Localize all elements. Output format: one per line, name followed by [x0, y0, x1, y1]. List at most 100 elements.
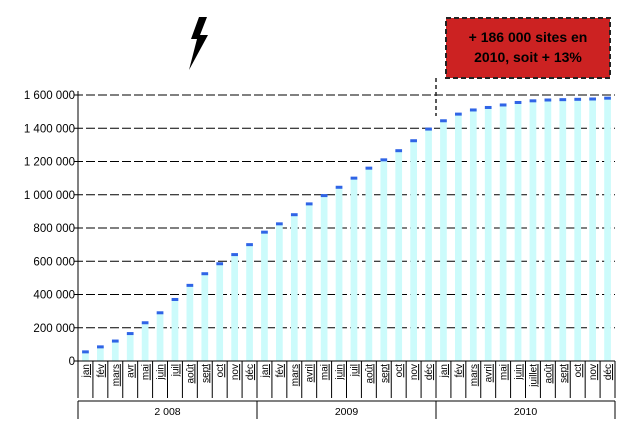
- bar-top-1: [82, 350, 89, 354]
- bar-34: [574, 99, 582, 361]
- bar-top-16: [305, 202, 313, 206]
- x-tick-label: sept: [379, 364, 390, 383]
- y-tick-label: 800 000: [33, 223, 75, 235]
- bar-29: [499, 104, 507, 361]
- x-tick-label: mars: [469, 364, 480, 386]
- bar-top-28: [484, 105, 492, 109]
- x-tick-label: mars: [111, 364, 122, 386]
- bar-top-11: [231, 253, 238, 257]
- bar-35: [589, 98, 596, 362]
- y-tick-labels: 0 200 000 400 000 600 000 800 000 1 000 000 1 …: [24, 90, 75, 368]
- bar-top-3: [111, 339, 119, 343]
- bar-4: [126, 333, 134, 361]
- bar-8: [186, 285, 194, 361]
- bar-15: [290, 214, 298, 361]
- x-tick-label: oct: [215, 364, 226, 378]
- bar-top-9: [201, 272, 209, 276]
- y-tick-label: 1 600 000: [24, 90, 75, 102]
- x-tick-label: fév: [454, 364, 465, 377]
- bar-top-5: [141, 321, 149, 325]
- bar-25: [440, 120, 447, 362]
- bar-top-4: [126, 332, 134, 336]
- bar-19: [350, 178, 358, 362]
- x-tick-label: oct: [573, 364, 584, 378]
- bar-14: [276, 223, 283, 361]
- bars: [82, 96, 611, 362]
- bar-26: [455, 114, 462, 362]
- bar-top-19: [350, 176, 358, 180]
- bar-top-6: [156, 311, 164, 315]
- callout: + 186 000 sites en 2010, soit + 13%: [435, 17, 611, 116]
- x-tick-label: jan: [439, 364, 450, 378]
- bar-5: [141, 322, 149, 361]
- x-tick-label: avril: [484, 364, 495, 382]
- x-tick-label: juillet: [528, 364, 539, 388]
- bar-top-31: [529, 99, 537, 103]
- bar-top-13: [261, 230, 268, 234]
- bar-top-18: [335, 185, 343, 189]
- bar-top-2: [97, 345, 104, 349]
- bar-top-10: [216, 262, 224, 266]
- bar-top-23: [410, 139, 417, 143]
- x-tick-label: août: [185, 364, 196, 384]
- bar-17: [320, 195, 328, 361]
- y-tick-label: 0: [69, 356, 75, 368]
- bar-9: [201, 273, 209, 361]
- bar-7: [171, 299, 179, 361]
- x-tick-label: nov: [588, 364, 599, 380]
- x-tick-label: avril: [305, 364, 316, 382]
- bar-top-7: [171, 297, 179, 301]
- bar-top-22: [395, 149, 403, 153]
- x-tick-label: jan: [260, 364, 271, 378]
- bar-13: [261, 232, 268, 361]
- x-tick-label: déc: [603, 364, 614, 380]
- y-tick-label: 1 000 000: [24, 190, 75, 202]
- x-tick-label: fév: [96, 364, 107, 377]
- bar-top-21: [380, 158, 388, 162]
- x-tick-label: oct: [394, 364, 405, 378]
- callout-box: [445, 17, 611, 79]
- bar-12: [246, 244, 253, 362]
- year-label: 2009: [335, 406, 359, 418]
- year-label: 2010: [514, 406, 538, 418]
- bar-top-34: [574, 97, 582, 101]
- x-tick-label: déc: [424, 364, 435, 380]
- bar-32: [544, 99, 552, 362]
- bar-top-26: [455, 112, 462, 116]
- bar-28: [484, 107, 492, 361]
- x-tick-label: juin: [335, 364, 346, 381]
- x-tick-label: nov: [230, 364, 241, 380]
- bar-3: [111, 341, 119, 361]
- x-tick-label: sept: [558, 364, 569, 383]
- y-tick-label: 1 400 000: [24, 123, 75, 135]
- bar-top-8: [186, 283, 194, 287]
- x-tick-label: juin: [514, 364, 525, 381]
- y-tick-label: 1 200 000: [24, 157, 75, 169]
- bar-20: [365, 168, 373, 361]
- bar-10: [216, 263, 224, 361]
- bar-30: [514, 102, 522, 361]
- bar-16: [305, 203, 313, 361]
- bar-top-29: [499, 103, 507, 107]
- year-label: 2 008: [154, 406, 180, 418]
- callout-text-line: 2010, soit + 13%: [474, 49, 582, 65]
- bar-top-27: [469, 108, 477, 112]
- x-tick-label: juin: [156, 364, 167, 381]
- bar-top-35: [589, 97, 596, 101]
- x-tick-label: avr: [126, 363, 137, 378]
- bar-top-30: [514, 100, 522, 104]
- x-tick-label: août: [364, 364, 375, 384]
- y-tick-label: 600 000: [33, 256, 75, 268]
- grid-lines: [74, 94, 615, 362]
- x-tick-label: jan: [81, 364, 92, 378]
- bar-27: [469, 109, 477, 362]
- x-tick-label: mai: [499, 364, 510, 380]
- bar-top-36: [604, 96, 611, 100]
- bar-23: [410, 140, 417, 361]
- bar-1: [82, 351, 89, 361]
- bar-36: [604, 98, 611, 361]
- y-tick-label: 200 000: [33, 323, 75, 335]
- bar-top-17: [320, 194, 328, 198]
- x-tick-label: mars: [290, 364, 301, 386]
